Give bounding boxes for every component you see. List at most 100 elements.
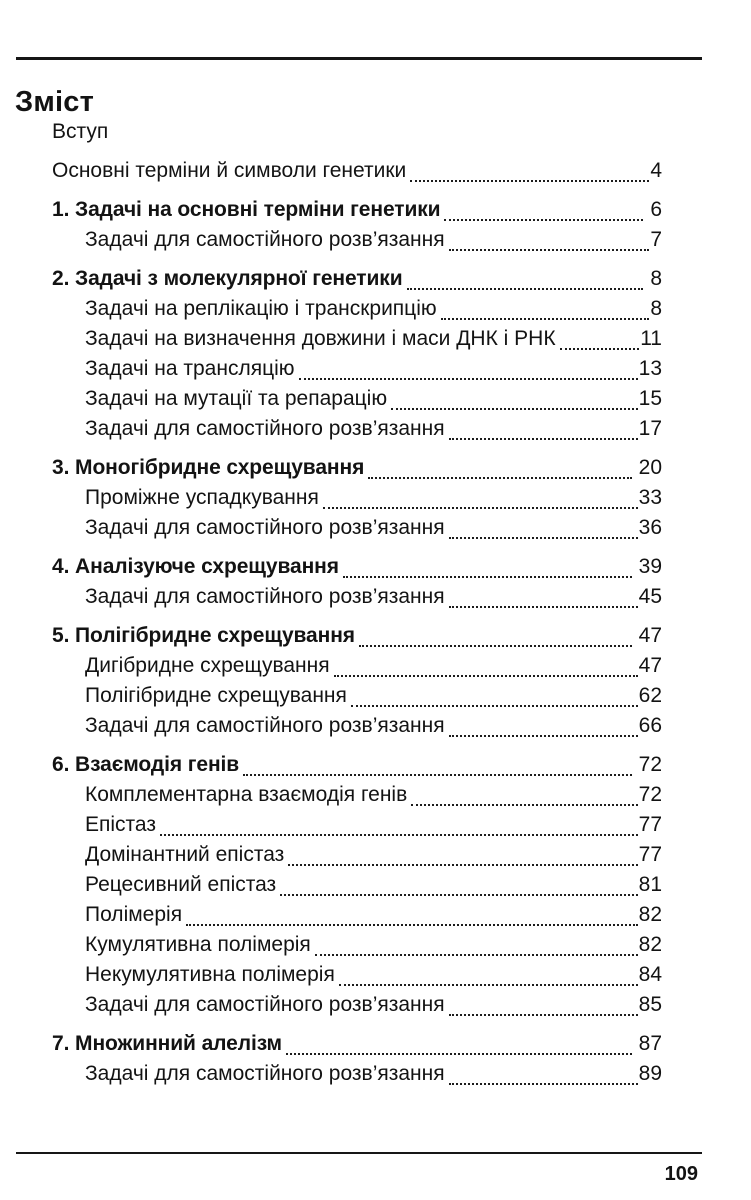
toc-row: Епістаз 77 xyxy=(52,810,662,840)
dot-leader xyxy=(368,473,632,479)
toc-entry-page: 7 xyxy=(650,228,662,251)
toc-entry-page: 4 xyxy=(650,159,662,182)
toc-entry-page: 66 xyxy=(638,714,662,737)
toc-entry-label: Задачі для самостійного розв’язання xyxy=(85,1062,445,1085)
toc-entry-page: 47 xyxy=(638,624,662,647)
dot-leader xyxy=(342,572,632,578)
toc-row: 3. Моногібридне схрещування 20 xyxy=(52,453,662,483)
dot-leader xyxy=(243,770,632,776)
toc-entry-label: Некумулятивна полімерія xyxy=(85,963,335,986)
toc-entry-page: 17 xyxy=(638,417,662,440)
page-title: Зміст xyxy=(15,86,95,119)
toc-entry-label: Епістаз xyxy=(85,813,156,836)
toc-entry-label: Задачі на реплікацію і транскрипцію xyxy=(85,297,437,320)
toc-entry-page: 45 xyxy=(638,585,662,608)
dot-leader xyxy=(448,1079,638,1085)
dot-leader xyxy=(314,950,638,956)
toc-entry-label: 7. Множинний алелізм xyxy=(52,1032,282,1055)
toc-entry-page: 20 xyxy=(638,456,662,479)
toc-row: Задачі для самостійного розв’язання 45 xyxy=(52,582,662,612)
toc-entry-label: Задачі для самостійного розв’язання xyxy=(85,228,445,251)
toc-entry-page: 87 xyxy=(638,1032,662,1055)
toc-entry-page: 13 xyxy=(638,357,662,380)
toc-row: Задачі для самостійного розв’язання 7 xyxy=(52,225,662,255)
dot-leader xyxy=(322,503,638,509)
dot-leader xyxy=(448,434,638,440)
toc-row: Вступ xyxy=(52,117,662,147)
dot-leader xyxy=(391,404,638,410)
toc-entry-label: Рецесивний епістаз xyxy=(85,873,277,896)
dot-leader xyxy=(448,731,638,737)
toc-row: 4. Аналізуюче схрещування 39 xyxy=(52,552,662,582)
toc-entry-label: Задачі для самостійного розв’язання xyxy=(85,417,445,440)
toc-entry-label: Вступ xyxy=(52,120,109,143)
toc-entry-label: Основні терміни й символи генетики xyxy=(52,159,407,182)
dot-leader xyxy=(338,980,638,986)
toc-entry-label: 5. Полігібридне схрещування xyxy=(52,624,355,647)
toc-row: 6. Взаємодія генів 72 xyxy=(52,750,662,780)
toc-row: Полігібридне схрещування 62 xyxy=(52,681,662,711)
toc-entry-label: Комплементарна взаємодія генів xyxy=(85,783,408,806)
dot-leader xyxy=(444,215,644,221)
toc-row: Рецесивний епістаз 81 xyxy=(52,870,662,900)
dot-leader xyxy=(280,890,638,896)
toc-list: Вступ Основні терміни й символи генетики… xyxy=(52,108,662,1089)
toc-row: Кумулятивна полімерія 82 xyxy=(52,930,662,960)
toc-entry-label: Дигібридне схрещування xyxy=(85,654,330,677)
toc-row: Задачі на мутації та репарацію 15 xyxy=(52,384,662,414)
toc-row: Основні терміни й символи генетики 4 xyxy=(52,156,662,186)
toc-row: Полімерія 82 xyxy=(52,900,662,930)
toc-row: 1. Задачі на основні терміни генетики 6 xyxy=(52,195,662,225)
dot-leader xyxy=(448,245,650,251)
toc-entry-label: Полімерія xyxy=(85,903,183,926)
toc-entry-label: 6. Взаємодія генів xyxy=(52,753,240,776)
dot-leader xyxy=(298,374,638,380)
toc-entry-label: 1. Задачі на основні терміни генетики xyxy=(52,198,441,221)
toc-entry-page: 77 xyxy=(638,813,662,836)
toc-entry-page: 11 xyxy=(640,327,662,350)
toc-entry-label: 4. Аналізуюче схрещування xyxy=(52,555,339,578)
dot-leader xyxy=(160,830,638,836)
toc-row: 2. Задачі з молекулярної генетики 8 xyxy=(52,264,662,294)
toc-entry-page: 6 xyxy=(650,198,662,221)
toc-entry-page: 39 xyxy=(638,555,662,578)
dot-leader xyxy=(333,671,638,677)
toc-entry-label: Задачі на визначення довжини і маси ДНК … xyxy=(85,327,556,350)
toc-entry-page: 81 xyxy=(638,873,662,896)
toc-entry-label: Проміжне успадкування xyxy=(85,486,319,509)
toc-entry-label: 2. Задачі з молекулярної генетики xyxy=(52,267,403,290)
toc-row: Задачі для самостійного розв’язання 17 xyxy=(52,414,662,444)
toc-row: Задачі для самостійного розв’язання 85 xyxy=(52,990,662,1020)
bottom-rule xyxy=(16,1152,702,1154)
toc-entry-label: Задачі для самостійного розв’язання xyxy=(85,585,445,608)
toc-row: 7. Множинний алелізм 87 xyxy=(52,1029,662,1059)
toc-entry-page: 82 xyxy=(638,933,662,956)
toc-entry-label: Задачі на мутації та репарацію xyxy=(85,387,388,410)
dot-leader xyxy=(358,641,632,647)
toc-row: Некумулятивна полімерія 84 xyxy=(52,960,662,990)
toc-row: Задачі на визначення довжини і маси ДНК … xyxy=(52,324,662,354)
dot-leader xyxy=(448,602,638,608)
toc-row: Дигібридне схрещування 47 xyxy=(52,651,662,681)
toc-row: Домінантний епістаз 77 xyxy=(52,840,662,870)
toc-row: Задачі на трансляцію 13 xyxy=(52,354,662,384)
toc-entry-page: 62 xyxy=(638,684,662,707)
toc-row: Задачі для самостійного розв’язання 36 xyxy=(52,513,662,543)
toc-entry-page: 89 xyxy=(638,1062,662,1085)
toc-entry-page: 15 xyxy=(638,387,662,410)
toc-entry-label: 3. Моногібридне схрещування xyxy=(52,456,365,479)
dot-leader xyxy=(448,533,638,539)
toc-row: Комплементарна взаємодія генів 72 xyxy=(52,780,662,810)
dot-leader xyxy=(411,800,638,806)
toc-entry-label: Домінантний епістаз xyxy=(85,843,285,866)
toc-entry-page: 33 xyxy=(638,486,662,509)
toc-entry-page: 85 xyxy=(638,993,662,1016)
toc-entry-label: Задачі для самостійного розв’язання xyxy=(85,714,445,737)
dot-leader xyxy=(440,314,650,320)
toc-entry-page: 47 xyxy=(638,654,662,677)
dot-leader xyxy=(186,920,638,926)
dot-leader xyxy=(406,284,644,290)
toc-row: Задачі для самостійного розв’язання 89 xyxy=(52,1059,662,1089)
footer-page-number: 109 xyxy=(664,1163,698,1185)
